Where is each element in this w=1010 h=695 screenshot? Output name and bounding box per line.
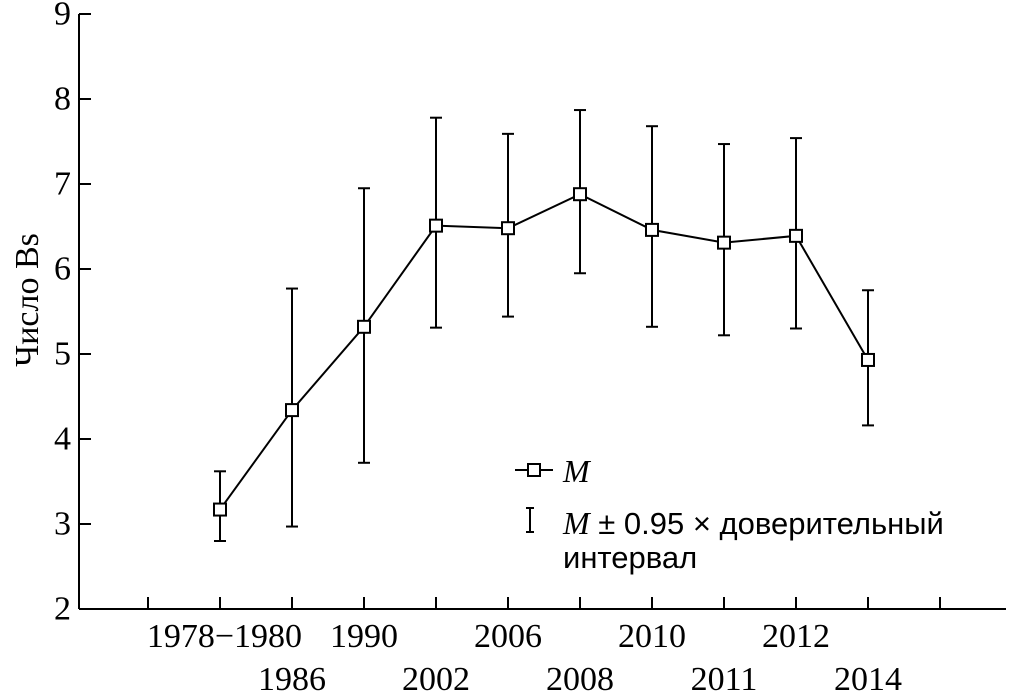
data-point [573,187,587,202]
x-tick-label: 1986 [258,661,326,695]
data-point [789,228,803,243]
legend-mean-label: M [562,453,592,489]
y-ticks: 2 3 4 5 6 7 8 9 [54,0,91,628]
y-tick-label: 3 [54,506,71,543]
axes [78,14,1006,610]
y-tick-label: 8 [54,81,71,118]
markers [213,187,875,517]
x-tick-label: 2002 [402,661,470,695]
data-point [645,222,659,237]
x-tick-label: 1978−1980 [147,618,302,655]
legend-ci-label-text: ± 0.95 × доверительный [590,506,944,541]
data-point [501,221,515,236]
x-tick-label: 2006 [474,618,542,655]
legend-ci-marker [526,507,534,533]
data-point [213,502,227,517]
x-tick-label: 2011 [691,661,758,695]
data-point [861,352,875,367]
y-tick-label: 6 [54,251,71,288]
x-tick-label: 2010 [618,618,686,655]
x-ticks: 1978−19801986199020022006200820102011201… [147,597,941,695]
mean-line [219,193,869,511]
legend-ci-label: M ± 0.95 × доверительный [562,505,944,541]
legend: M M ± 0.95 × доверительный интервал [515,453,944,575]
x-tick-label: 2008 [546,661,614,695]
y-tick-label: 7 [54,166,71,203]
y-tick-label: 9 [54,0,71,33]
data-point [429,218,443,233]
legend-ci-label-line2: интервал [563,540,697,575]
x-tick-label: 2012 [762,618,830,655]
x-tick-label: 2014 [834,661,902,695]
legend-ci-label-italic: M [562,505,592,541]
data-point [717,235,731,250]
series-line [219,193,869,511]
x-tick-label: 1990 [330,618,398,655]
y-axis-label: Число Bs [9,233,46,367]
y-tick-label: 2 [54,591,71,628]
data-point [357,319,371,334]
data-point [285,403,299,418]
y-tick-label: 4 [54,421,71,458]
y-tick-label: 5 [54,336,71,373]
legend-mean-marker [527,463,541,477]
error-bars [214,109,874,542]
